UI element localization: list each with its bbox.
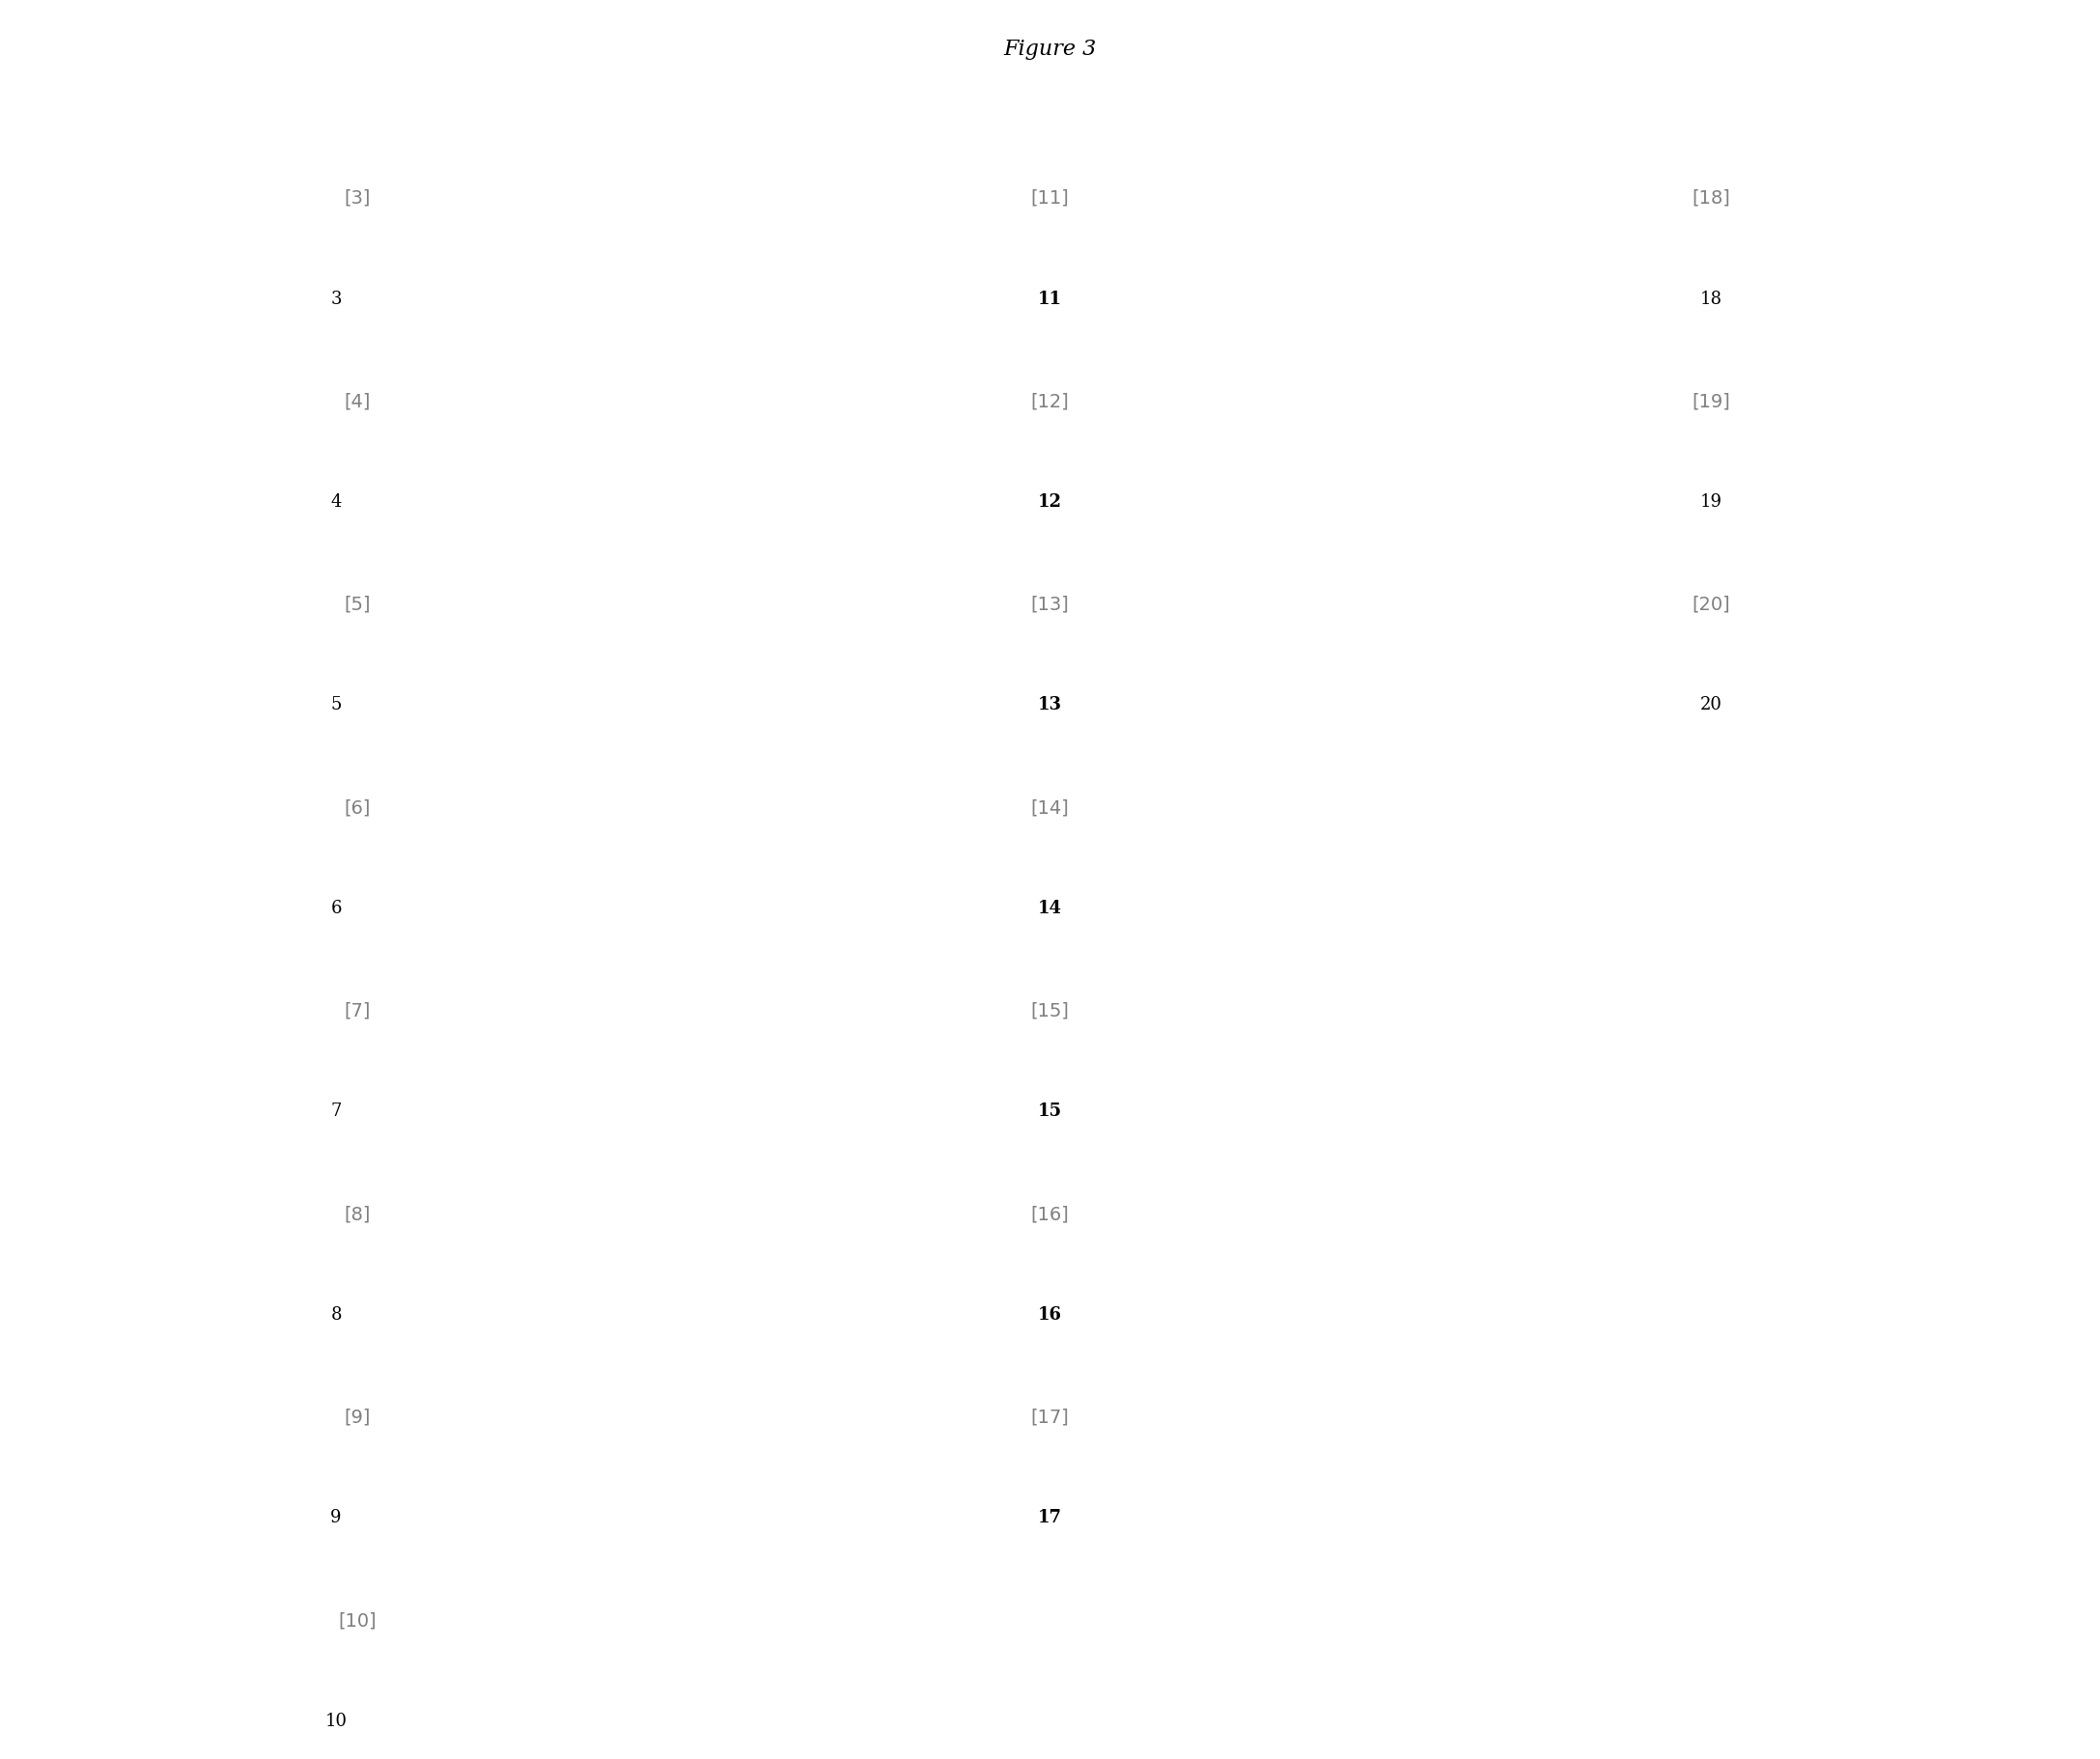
Text: [8]: [8] [344, 1205, 370, 1223]
Text: 13: 13 [1037, 697, 1063, 714]
Text: 14: 14 [1037, 899, 1063, 916]
Text: [3]: [3] [344, 190, 370, 208]
Text: 16: 16 [1037, 1305, 1063, 1323]
Text: [20]: [20] [1693, 596, 1730, 614]
Text: [18]: [18] [1693, 190, 1730, 208]
Text: 17: 17 [1037, 1509, 1063, 1527]
Text: [12]: [12] [1031, 392, 1069, 410]
Text: [17]: [17] [1031, 1409, 1069, 1427]
Text: [13]: [13] [1031, 596, 1069, 614]
Text: [6]: [6] [344, 799, 370, 816]
Text: 7: 7 [330, 1103, 342, 1120]
Text: [4]: [4] [344, 392, 370, 410]
Text: [5]: [5] [344, 596, 370, 614]
Text: 11: 11 [1037, 290, 1063, 308]
Text: [16]: [16] [1031, 1205, 1069, 1223]
Text: Figure 3: Figure 3 [1004, 39, 1096, 60]
Text: 4: 4 [330, 493, 342, 510]
Text: 20: 20 [1701, 697, 1722, 714]
Text: [11]: [11] [1031, 190, 1069, 208]
Text: 3: 3 [330, 290, 342, 308]
Text: [15]: [15] [1031, 1003, 1069, 1020]
Text: [19]: [19] [1693, 392, 1730, 410]
Text: [7]: [7] [344, 1003, 370, 1020]
Text: 5: 5 [330, 697, 342, 714]
Text: [10]: [10] [338, 1611, 376, 1629]
Text: [14]: [14] [1031, 799, 1069, 816]
Text: 6: 6 [330, 899, 342, 916]
Text: 12: 12 [1037, 493, 1063, 510]
Text: 15: 15 [1037, 1103, 1063, 1120]
Text: 8: 8 [330, 1305, 342, 1323]
Text: 19: 19 [1701, 493, 1722, 510]
Text: 10: 10 [326, 1712, 346, 1729]
Text: 9: 9 [330, 1509, 342, 1527]
Text: 18: 18 [1701, 290, 1722, 308]
Text: [9]: [9] [344, 1409, 370, 1427]
